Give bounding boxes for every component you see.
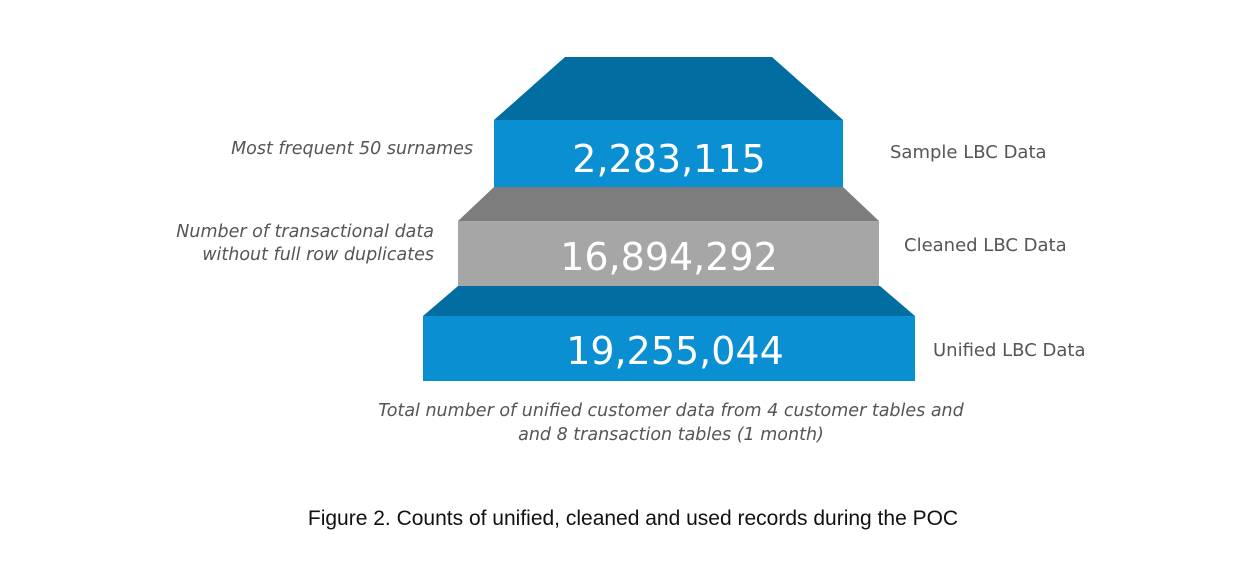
tier-sample-label: Sample LBC Data — [890, 142, 1047, 163]
tier-cleaned-count: 16,894,292 — [560, 235, 778, 279]
tier-cleaned-front-face — [458, 221, 879, 286]
tier-cleaned: 16,894,292 — [458, 187, 879, 286]
tier-unified: 19,255,044 — [423, 286, 915, 381]
tier-cleaned-top-face — [458, 187, 879, 221]
bottom-note-line-2: and 8 transaction tables (1 month) — [518, 425, 824, 445]
tier-unified-front-face — [423, 316, 915, 381]
tier-sample-top-face — [494, 57, 843, 120]
tier-cleaned-label: Cleaned LBC Data — [904, 235, 1067, 256]
tier-unified-count: 19,255,044 — [566, 329, 784, 373]
tier-sample-count: 2,283,115 — [572, 137, 765, 181]
tier-sample-note: Most frequent 50 surnames — [231, 139, 473, 159]
tier-sample-front-face — [494, 120, 843, 187]
tier-unified-label: Unified LBC Data — [933, 340, 1085, 361]
tier-cleaned-note-line-2: without full row duplicates — [202, 245, 434, 265]
bottom-note-line-1: Total number of unified customer data fr… — [378, 401, 964, 421]
figure-caption: Figure 2. Counts of unified, cleaned and… — [308, 507, 958, 530]
tier-cleaned-note-line-1: Number of transactional data — [176, 222, 434, 242]
tier-sample: 2,283,115 — [494, 57, 843, 187]
tier-unified-top-face — [423, 286, 915, 316]
